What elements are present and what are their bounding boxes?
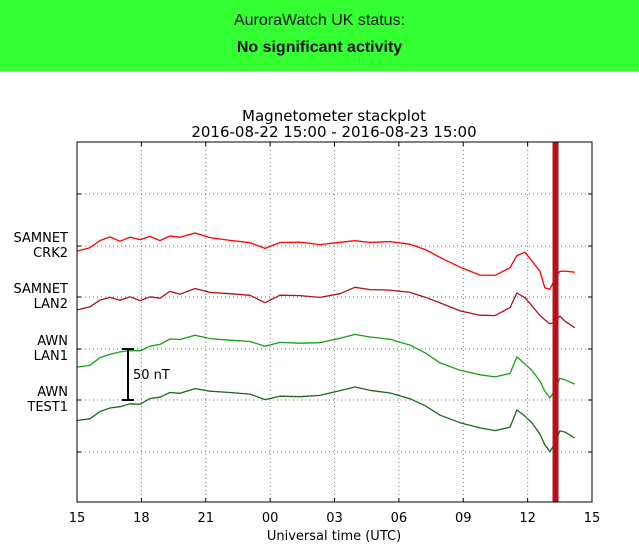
marker-band [552,142,559,502]
plot-frame [76,141,593,503]
trace-label-network: SAMNET [14,282,69,297]
trace-test1 [76,386,576,453]
x-tick-label: 09 [455,511,472,526]
trace-crk2 [76,232,575,290]
x-tick-label: 15 [69,511,86,526]
scale-bar-label: 50 nT [133,368,170,383]
chart-subtitle: 2016-08-22 15:00 - 2016-08-23 15:00 [191,123,476,141]
x-tick-label: 15 [584,511,601,526]
x-tick-label: 21 [197,511,214,526]
trace-label-station: LAN1 [34,349,68,364]
trace-label-station: TEST1 [26,400,68,415]
x-tick-label: 12 [519,511,536,526]
x-tick-label: 18 [133,511,150,526]
status-label: AuroraWatch UK status: [233,12,406,29]
scale-bar: 50 nT [122,348,170,401]
trace-label-network: AWN [37,334,68,349]
trace-label-network: SAMNET [14,231,69,246]
x-tick-label: 06 [391,511,408,526]
trace-label-station: LAN2 [34,297,68,312]
trace-label-station: CRK2 [33,246,68,261]
trace-label-network: AWN [37,385,68,400]
trace-lan1 [76,333,576,399]
trace-lan2 [76,286,576,329]
status-banner: AuroraWatch UK status: No significant ac… [0,0,639,71]
chart-title: Magnetometer stackplot [242,107,426,125]
x-tick-label: 00 [262,511,279,526]
x-axis-label: Universal time (UTC) [267,529,401,544]
status-value: No significant activity [236,39,403,56]
x-tick-label: 03 [326,511,343,526]
